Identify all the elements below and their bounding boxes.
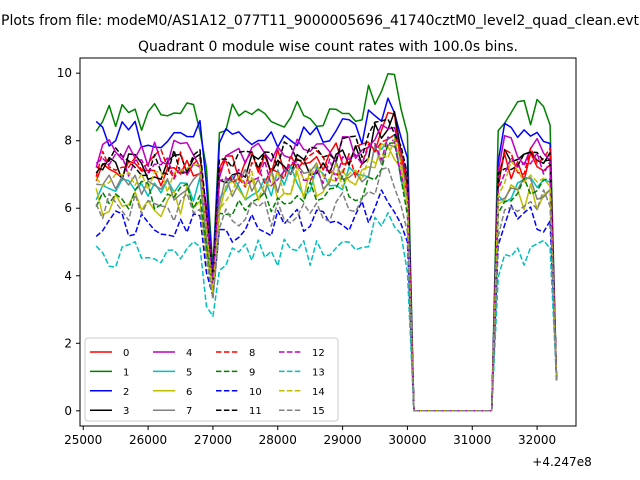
legend-label-9: 9 bbox=[249, 367, 255, 378]
y-tick-label: 4 bbox=[64, 269, 72, 283]
legend-label-10: 10 bbox=[249, 387, 262, 398]
y-tick-label: 8 bbox=[64, 134, 72, 148]
x-tick-label: 28000 bbox=[259, 433, 297, 447]
y-tick-label: 6 bbox=[64, 201, 72, 215]
series-layer bbox=[95, 72, 558, 412]
series-line-11 bbox=[95, 118, 558, 412]
legend-label-14: 14 bbox=[312, 387, 325, 398]
x-axis: 25000 26000 27000 28000 29000 30000 31000 32000 bbox=[64, 426, 556, 447]
legend-label-11: 11 bbox=[249, 406, 262, 417]
legend-label-3: 3 bbox=[123, 406, 129, 417]
legend-label-7: 7 bbox=[186, 406, 192, 417]
x-offset-label: +4.247e8 bbox=[532, 455, 591, 469]
x-tick-label: 26000 bbox=[129, 433, 167, 447]
y-tick-label: 10 bbox=[57, 66, 72, 80]
x-tick-label: 32000 bbox=[518, 433, 556, 447]
figure-suptitle: Plots from file: modeM0/AS1A12_077T11_90… bbox=[1, 13, 639, 29]
series-line-15 bbox=[95, 166, 558, 412]
legend-label-4: 4 bbox=[186, 348, 192, 359]
legend-label-8: 8 bbox=[249, 348, 255, 359]
y-tick-label: 0 bbox=[64, 404, 72, 418]
y-tick-label: 2 bbox=[64, 336, 72, 350]
x-tick-label: 31000 bbox=[453, 433, 491, 447]
legend-label-2: 2 bbox=[123, 387, 129, 398]
legend-box bbox=[84, 337, 339, 422]
plot-frame bbox=[79, 57, 577, 427]
legend-label-12: 12 bbox=[312, 348, 325, 359]
x-tick-label: 27000 bbox=[194, 433, 232, 447]
legend-label-0: 0 bbox=[123, 348, 129, 359]
legend-label-15: 15 bbox=[312, 406, 325, 417]
x-tick-label: 29000 bbox=[323, 433, 361, 447]
chart-title: Quadrant 0 module wise count rates with … bbox=[138, 39, 518, 55]
legend-label-5: 5 bbox=[186, 367, 192, 378]
x-tick-label: 25000 bbox=[64, 433, 102, 447]
legend-label-6: 6 bbox=[186, 387, 192, 398]
y-axis: 0 2 4 6 8 10 bbox=[57, 66, 80, 418]
legend-label-1: 1 bbox=[123, 367, 129, 378]
legend-label-13: 13 bbox=[312, 367, 325, 378]
x-tick-label: 30000 bbox=[388, 433, 426, 447]
